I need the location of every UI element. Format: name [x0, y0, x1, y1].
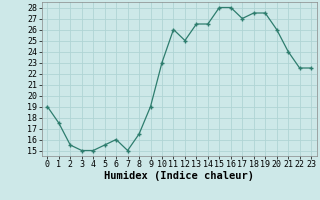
X-axis label: Humidex (Indice chaleur): Humidex (Indice chaleur) [104, 171, 254, 181]
